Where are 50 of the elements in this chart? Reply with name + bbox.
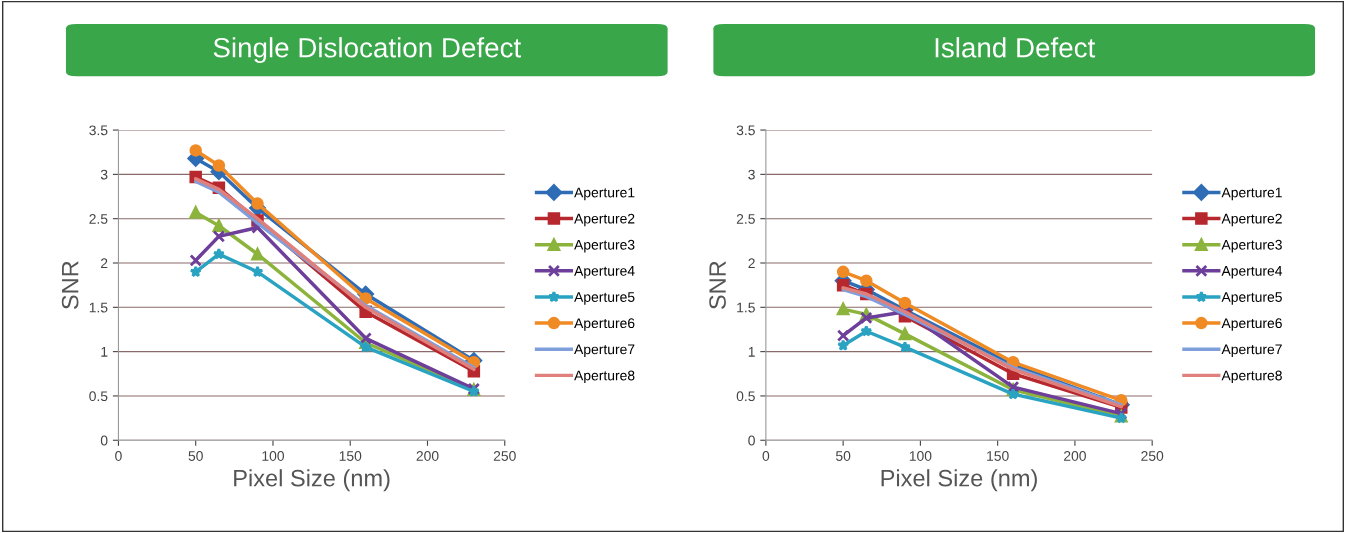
legend-label: Aperture3 (1221, 239, 1282, 253)
y-tick-label: 2 (748, 258, 755, 269)
x-tick-label: 50 (188, 451, 203, 461)
y-tick-label: 0.5 (736, 391, 755, 402)
x-axis-title: Pixel Size (nm) (881, 469, 1037, 492)
legend-label: Aperture2 (574, 213, 635, 227)
x-tick-label: 200 (1064, 451, 1086, 461)
x-tick-label: 250 (493, 451, 516, 461)
legend-label: Aperture7 (1221, 344, 1282, 357)
x-tick-label: 200 (416, 451, 439, 461)
y-tick-label: 1.5 (737, 302, 755, 313)
y-tick-label: 3 (748, 169, 755, 180)
chart-title: Island Defect (935, 37, 1096, 58)
y-tick-label: 1 (101, 347, 108, 357)
legend-label: Aperture1 (1221, 187, 1282, 201)
legend-label: Aperture4 (1221, 266, 1283, 279)
x-tick-label: 0 (115, 451, 122, 461)
x-tick-label: 150 (339, 451, 362, 461)
legend-label: Aperture8 (574, 370, 635, 384)
x-tick-label: 0 (762, 451, 770, 461)
legend-label: Aperture6 (1221, 318, 1282, 331)
y-tick-label: 3 (100, 169, 108, 180)
y-tick-label: 0 (100, 435, 108, 446)
y-tick-label: 3.5 (736, 125, 755, 136)
y-tick-label: 2.5 (89, 214, 108, 224)
legend-label: Aperture6 (574, 318, 635, 331)
y-tick-label: 0.5 (89, 391, 108, 402)
legend-label: Aperture5 (574, 292, 635, 305)
y-tick-label: 1 (748, 347, 755, 357)
y-tick-label: 2 (101, 258, 108, 269)
legend-label: Aperture4 (574, 266, 635, 279)
legend-label: Aperture2 (1221, 213, 1282, 227)
x-tick-label: 150 (987, 451, 1009, 461)
x-axis-title: Pixel Size (nm) (234, 469, 390, 492)
y-tick-label: 3.5 (89, 125, 108, 136)
y-tick-label: 0 (748, 435, 755, 446)
legend-label: Aperture8 (1221, 370, 1282, 384)
legend-label: Aperture5 (1221, 292, 1282, 305)
legend-label: Aperture1 (574, 187, 635, 201)
y-axis-title: SNR (61, 261, 79, 310)
x-tick-label: 100 (262, 451, 285, 461)
x-tick-label: 250 (1141, 451, 1164, 461)
chart-title: Single Dislocation Defect (213, 37, 521, 64)
legend-label: Aperture7 (574, 344, 635, 357)
y-axis-title: SNR (709, 261, 726, 310)
x-tick-label: 100 (909, 451, 932, 461)
y-tick-label: 2.5 (736, 214, 755, 224)
x-tick-label: 50 (835, 451, 851, 461)
y-tick-label: 1.5 (89, 302, 108, 313)
legend-label: Aperture3 (574, 239, 635, 253)
